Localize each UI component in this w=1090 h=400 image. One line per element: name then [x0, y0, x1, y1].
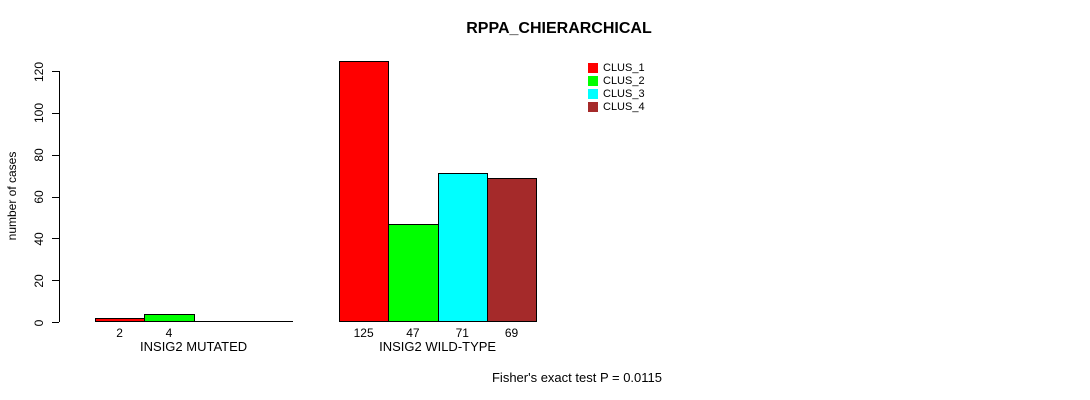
bar-clus_2-insig2-mutated — [144, 314, 195, 322]
y-tick-label: 20 — [32, 273, 46, 288]
bar-zero-clus_3 — [193, 321, 244, 322]
legend-swatch-icon — [588, 88, 598, 99]
legend-label: CLUS_4 — [603, 100, 645, 113]
y-axis-title: number of cases — [5, 151, 19, 241]
fisher-test-annotation: Fisher's exact test P = 0.0115 — [491, 370, 663, 385]
legend-swatch-icon — [588, 63, 598, 74]
y-tick-label: 60 — [32, 190, 46, 204]
y-tick-mark — [52, 71, 59, 72]
legend-row: CLUS_3 — [588, 88, 645, 101]
legend-swatch-icon — [588, 76, 598, 87]
y-tick-mark — [52, 112, 59, 114]
bar-value-label: 47 — [406, 326, 420, 340]
bar-clus_2-insig2-wild-type — [388, 224, 439, 322]
y-tick-mark — [52, 280, 59, 282]
y-tick-label: 80 — [32, 148, 46, 162]
y-tick-label: 100 — [32, 103, 46, 124]
y-axis-line — [59, 71, 60, 322]
bar-clus_3-insig2-wild-type — [437, 173, 488, 322]
bar-value-label: 2 — [116, 326, 123, 340]
legend: CLUS_1 CLUS_2 CLUS_3 CLUS_4 — [588, 62, 645, 113]
bar-value-label: 69 — [504, 326, 519, 340]
legend-row: CLUS_4 — [588, 100, 645, 113]
group-label-insig2-mutated: INSIG2 MUTATED — [140, 339, 248, 354]
legend-label: CLUS_2 — [603, 75, 645, 88]
bar-value-label: 4 — [165, 326, 173, 340]
legend-swatch-icon — [588, 101, 598, 112]
chart-title: RPPA_CHIERARCHICAL — [466, 20, 652, 37]
y-tick-mark — [52, 238, 59, 240]
y-tick-mark — [52, 322, 59, 323]
legend-row: CLUS_1 — [588, 62, 645, 75]
y-tick-label: 40 — [32, 232, 46, 246]
bar-value-label: 71 — [455, 326, 469, 340]
y-tick-label: 120 — [32, 61, 46, 82]
bar-clus_1-insig2-mutated — [95, 318, 146, 322]
y-tick-mark — [52, 154, 59, 156]
bar-clus_4-insig2-wild-type — [486, 178, 538, 322]
legend-row: CLUS_2 — [588, 75, 645, 88]
legend-label: CLUS_3 — [603, 87, 645, 100]
bar-value-label: 125 — [353, 326, 374, 340]
y-tick-mark — [52, 196, 59, 198]
y-tick-label: 0 — [32, 319, 46, 326]
legend-label: CLUS_1 — [603, 62, 645, 75]
bar-clus_1-insig2-wild-type — [339, 61, 390, 322]
bar-zero-clus_4 — [242, 321, 294, 322]
group-label-insig2-wild-type: INSIG2 WILD-TYPE — [379, 339, 497, 354]
